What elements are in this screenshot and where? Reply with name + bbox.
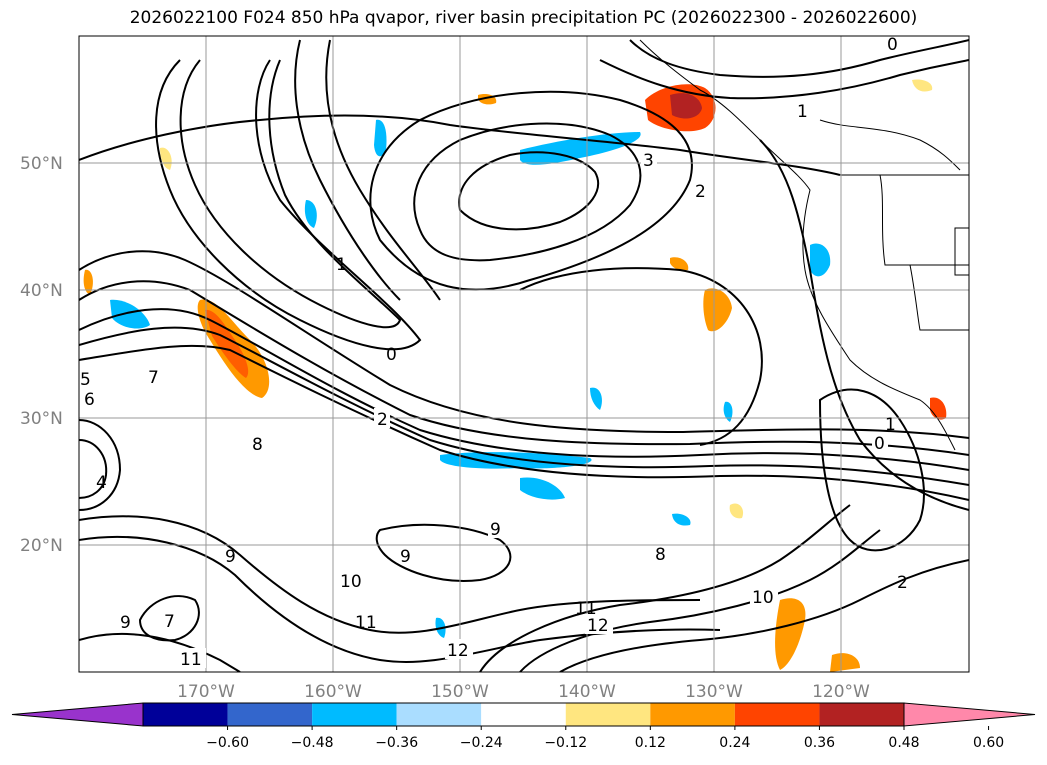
contour-label: 3	[643, 151, 654, 171]
colorbar-tick-label: −0.48	[291, 735, 334, 751]
longitude-labels: 170°W 160°W 150°W 140°W 130°W 120°W	[177, 682, 870, 702]
colorbar-tick-label: 0.12	[635, 735, 666, 751]
colorbar-segment	[819, 703, 904, 726]
contour-label: 9	[490, 520, 501, 540]
lat-label: 30°N	[20, 409, 63, 429]
colorbar-segment	[481, 703, 566, 726]
contour-label: 0	[386, 345, 397, 365]
positive-anomaly-patch	[729, 503, 744, 519]
contour-label: 2	[897, 573, 908, 593]
map-frame	[78, 35, 970, 673]
contour-label: 7	[164, 612, 175, 632]
contour-label: 7	[148, 368, 159, 388]
negative-anomaly-patch	[440, 452, 592, 469]
positive-anomaly-patch	[912, 79, 933, 92]
colorbar-extend-min	[11, 702, 144, 727]
contour-label: 11	[355, 613, 377, 633]
contour-labels: 0 1 1 2 2 3 0 6 7 9 8 9 9 10 11 12 12	[80, 35, 908, 670]
contour-label: 9	[400, 547, 411, 567]
colorbar-segment	[565, 703, 651, 726]
colorbar-tick-label: 0.36	[804, 735, 835, 751]
contour-label: 1	[336, 255, 347, 275]
positive-anomaly-patch	[160, 147, 172, 170]
contour-label: 2	[695, 182, 706, 202]
colorbar-tick-label: −0.36	[375, 735, 418, 751]
colorbar-extend-max	[903, 702, 1036, 727]
negative-anomaly-patch	[672, 513, 691, 526]
lat-label: 20°N	[20, 536, 63, 556]
contour-label: 11	[575, 599, 597, 619]
negative-anomaly-patch	[590, 387, 602, 410]
contour-label: 8	[252, 435, 263, 455]
negative-anomaly-patch	[723, 401, 733, 422]
contour-label: 12	[447, 641, 469, 661]
lon-label: 150°W	[431, 682, 489, 702]
lat-label: 50°N	[20, 154, 63, 174]
colorbar-tick-label: −0.60	[206, 735, 249, 751]
positive-anomaly-patch	[670, 257, 689, 271]
colorbar: −0.60 −0.48 −0.36 −0.24 −0.12 0.12 0.24 0.36 0.4…	[11, 702, 1036, 751]
positive-anomaly-patch	[830, 653, 860, 672]
colorbar-tick-label: 0.60	[973, 735, 1004, 751]
colorbar-segment	[227, 703, 313, 726]
contour-label: 8	[655, 545, 666, 565]
negative-anomaly-patch	[520, 132, 641, 165]
positive-anomaly-patch	[205, 309, 249, 378]
contour-label: 1	[797, 102, 808, 122]
lon-label: 140°W	[558, 682, 616, 702]
lat-label: 40°N	[20, 281, 63, 301]
colorbar-tick-label: 0.24	[719, 735, 750, 751]
contour-label: 0	[874, 434, 885, 454]
latitude-labels: 50°N 40°N 30°N 20°N	[20, 154, 63, 556]
contour-label: 9	[225, 547, 236, 567]
qvapor-contours	[79, 39, 969, 672]
contour-label: 10	[752, 588, 774, 608]
positive-anomaly-patch	[703, 288, 732, 332]
colorbar-border	[142, 702, 905, 727]
colorbar-tick-label: −0.24	[460, 735, 503, 751]
lon-label: 160°W	[304, 682, 362, 702]
negative-anomaly-patch	[110, 299, 150, 329]
positive-anomaly-patch	[83, 269, 93, 295]
lon-label: 170°W	[177, 682, 235, 702]
map-title: 2026022100 F024 850 hPa qvapor, river ba…	[129, 8, 918, 28]
colorbar-segment	[312, 703, 397, 726]
contour-label: 4	[96, 473, 107, 493]
contour-label: 0	[887, 35, 898, 55]
colorbar-segment	[734, 703, 820, 726]
negative-anomaly-patch	[374, 119, 387, 157]
contour-label: 9	[120, 613, 131, 633]
contour-label: 6	[84, 390, 95, 410]
contour-label: 2	[377, 410, 388, 430]
contour-label: 10	[340, 572, 362, 592]
lon-label: 120°W	[812, 682, 870, 702]
contour-label: 5	[80, 370, 91, 390]
graticule	[79, 36, 969, 672]
colorbar-tick-label: 0.48	[888, 735, 919, 751]
colorbar-segment	[396, 703, 482, 726]
contour-label: 12	[587, 616, 609, 636]
lon-label: 130°W	[685, 682, 743, 702]
colorbar-tick-label: −0.12	[544, 735, 587, 751]
contour-label: 11	[180, 650, 202, 670]
contour-label: 1	[885, 415, 896, 435]
negative-anomaly-patch	[520, 477, 565, 500]
strong-positive-anomaly-patch	[670, 93, 702, 119]
positive-anomaly-patch	[775, 598, 806, 670]
colorbar-segment	[650, 703, 735, 726]
negative-anomaly-patch	[810, 243, 831, 277]
coastlines	[639, 39, 969, 451]
map-plot-area	[79, 36, 969, 672]
negative-anomaly-patch	[304, 200, 317, 228]
colorbar-segment	[143, 703, 228, 726]
